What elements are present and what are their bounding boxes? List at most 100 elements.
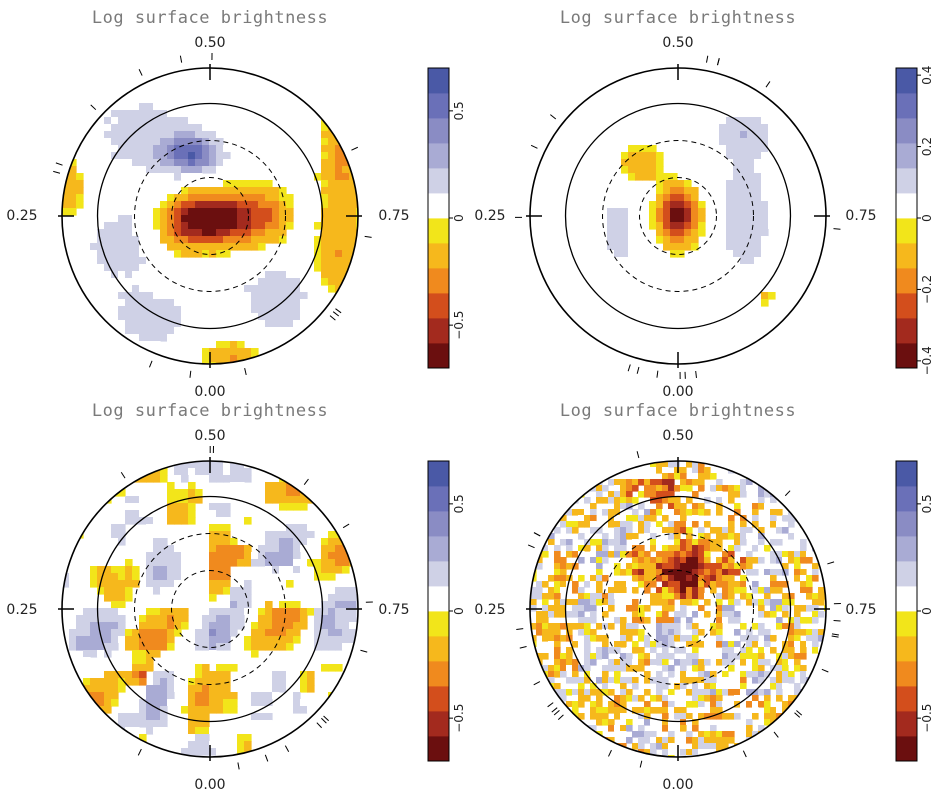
map-cell — [722, 527, 729, 534]
map-cell — [632, 539, 639, 546]
map-cell — [614, 725, 621, 732]
map-cell — [69, 187, 77, 195]
map-cell — [300, 685, 308, 693]
map-cell — [662, 653, 669, 660]
map-cell — [770, 569, 777, 576]
observation-tick — [533, 681, 541, 686]
map-cell — [662, 677, 669, 684]
map-cell — [548, 677, 555, 684]
map-cell — [794, 635, 801, 642]
map-cells — [600, 110, 776, 307]
colorbar-band — [896, 118, 917, 144]
map-cell — [650, 515, 657, 522]
map-cell — [668, 701, 675, 708]
map-cell — [566, 509, 573, 516]
map-cell — [202, 622, 210, 630]
map-cell — [626, 737, 633, 744]
map-cell — [104, 138, 112, 146]
map-cell — [628, 145, 636, 153]
map-cell — [590, 539, 597, 546]
map-cell — [244, 594, 252, 602]
map-cell — [146, 615, 154, 623]
map-cell — [746, 689, 753, 696]
map-cells — [62, 89, 358, 364]
map-cell — [153, 327, 161, 335]
map-cell — [686, 635, 693, 642]
map-cell — [800, 641, 807, 648]
map-cell — [181, 545, 189, 553]
map-cell — [662, 581, 669, 588]
map-cell — [111, 292, 119, 300]
map-cell — [614, 243, 622, 251]
map-cell — [160, 173, 168, 181]
map-cell — [692, 473, 699, 480]
map-cell — [740, 743, 747, 750]
map-cell — [216, 545, 224, 553]
map-cell — [747, 131, 755, 139]
map-cell — [806, 557, 813, 564]
map-cell — [335, 264, 343, 272]
map-cell — [321, 131, 329, 139]
map-cell — [293, 559, 301, 567]
map-cell — [328, 615, 336, 623]
map-cell — [794, 575, 801, 582]
map-cell — [356, 601, 358, 609]
map-cell — [656, 671, 663, 678]
map-cell — [656, 545, 663, 552]
map-cell — [614, 551, 621, 558]
map-cell — [782, 677, 789, 684]
map-cell — [747, 152, 755, 160]
map-cell — [216, 222, 224, 230]
map-cell — [566, 689, 573, 696]
map-cell — [335, 664, 343, 672]
map-cell — [635, 152, 643, 160]
map-cell — [237, 355, 245, 363]
map-cell — [620, 629, 627, 636]
map-cell — [216, 187, 224, 195]
map-cell — [314, 643, 322, 651]
map-cell — [335, 559, 343, 567]
map-cell — [662, 725, 669, 732]
map-cell — [342, 180, 350, 188]
map-cell — [656, 236, 664, 244]
map-cell — [650, 677, 657, 684]
map-cell — [153, 573, 161, 581]
map-cell — [314, 250, 322, 258]
map-cell — [153, 643, 161, 651]
map-cell — [174, 608, 182, 616]
map-cell — [62, 194, 70, 202]
map-cell — [677, 222, 685, 230]
map-cell — [174, 250, 182, 258]
map-cell — [740, 527, 747, 534]
map-cell — [794, 629, 801, 636]
map-cell — [209, 475, 217, 483]
map-cell — [649, 173, 657, 181]
map-cell — [692, 587, 699, 594]
map-cell — [578, 617, 585, 624]
map-cell — [668, 731, 675, 738]
map-cell — [118, 166, 126, 174]
map-cell — [321, 138, 329, 146]
map-cell — [770, 635, 777, 642]
map-cell — [614, 617, 621, 624]
map-cell — [328, 222, 336, 230]
map-cell — [83, 608, 91, 616]
map-cell — [272, 608, 280, 616]
map-cell — [279, 608, 287, 616]
map-cell — [662, 713, 669, 720]
map-cell — [153, 166, 161, 174]
map-cell — [614, 250, 622, 258]
map-cell — [770, 677, 777, 684]
map-cell — [554, 605, 561, 612]
map-cell — [628, 208, 636, 216]
map-cell — [244, 292, 252, 300]
map-cell — [614, 527, 621, 534]
map-cell — [642, 173, 650, 181]
map-cell — [686, 737, 693, 744]
map-cell — [740, 236, 748, 244]
map-cell — [554, 659, 561, 666]
map-cell — [608, 479, 615, 486]
map-cell — [818, 593, 825, 600]
map-cell — [626, 569, 633, 576]
map-cell — [776, 683, 783, 690]
